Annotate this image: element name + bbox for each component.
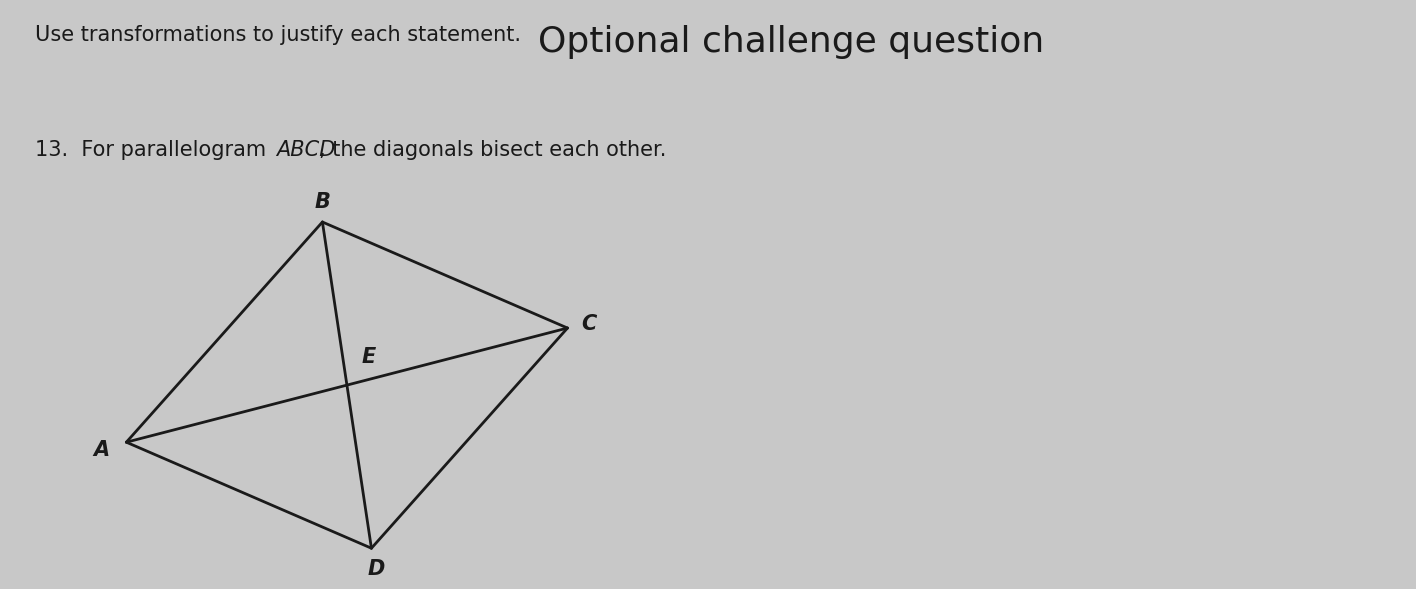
Text: ABCD: ABCD xyxy=(276,140,336,160)
Text: Optional challenge question: Optional challenge question xyxy=(538,25,1045,59)
Text: 13.  For parallelogram: 13. For parallelogram xyxy=(35,140,273,160)
Text: E: E xyxy=(361,346,375,366)
Text: D: D xyxy=(368,558,385,578)
Text: , the diagonals bisect each other.: , the diagonals bisect each other. xyxy=(319,140,666,160)
Text: B: B xyxy=(314,191,330,211)
Text: C: C xyxy=(582,314,596,334)
Text: Use transformations to justify each statement.: Use transformations to justify each stat… xyxy=(35,25,521,45)
Text: A: A xyxy=(93,441,110,461)
